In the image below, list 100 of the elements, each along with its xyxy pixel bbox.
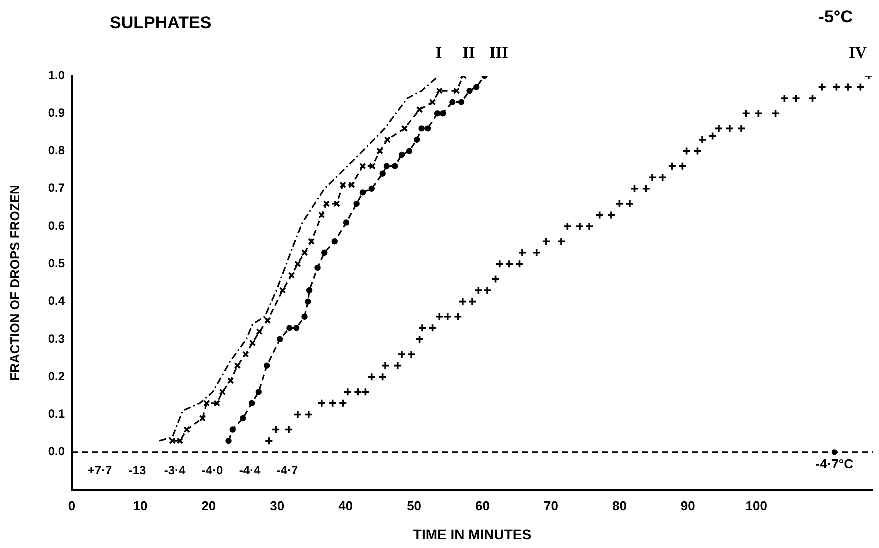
point (203, 400, 210, 407)
x-tick-label: 70 (544, 498, 558, 514)
point (242, 351, 250, 358)
point (249, 340, 256, 347)
point (414, 136, 420, 144)
point (384, 136, 391, 144)
point (360, 162, 366, 170)
point (440, 110, 446, 117)
point (458, 99, 465, 106)
x-tick-label: 50 (407, 498, 422, 514)
y-tick-label: 0.2 (48, 369, 66, 384)
point (436, 88, 444, 94)
y-axis-title: FRACTION OF DROPS FROZEN (7, 185, 22, 381)
text: -5°C (818, 8, 853, 27)
point (376, 148, 384, 155)
point (368, 186, 375, 192)
series-label: III (490, 45, 508, 62)
annotation: -4·7°C (816, 456, 854, 472)
y-tick-label: 0.1 (48, 407, 66, 422)
point (301, 250, 308, 256)
point (318, 212, 326, 219)
point (406, 148, 413, 154)
point (302, 314, 308, 320)
point (230, 426, 236, 433)
point (369, 162, 376, 170)
point (450, 99, 456, 106)
x-tick-label: 90 (680, 498, 696, 514)
point (184, 426, 190, 434)
point (169, 438, 176, 444)
y-tick-label: 0.6 (48, 218, 66, 233)
annotation: -13 (128, 463, 146, 478)
y-tick-label: 0.4 (48, 294, 66, 308)
x-tick-label: 10 (133, 498, 148, 514)
point (277, 336, 284, 343)
point (360, 190, 366, 196)
point (248, 400, 256, 407)
x-tick-label: 40 (338, 498, 354, 514)
y-tick-label: 1.0 (48, 68, 66, 82)
annotation: -3·4 (164, 463, 186, 478)
y-tick-label: 0.0 (48, 444, 66, 459)
x-tick-label: 100 (746, 498, 768, 514)
point (340, 182, 346, 189)
x-tick-label: 30 (270, 498, 285, 514)
point (256, 389, 262, 396)
point (434, 110, 441, 117)
y-tick-label: 0.9 (48, 106, 66, 120)
point (227, 377, 234, 384)
point (343, 220, 350, 226)
point (348, 182, 356, 189)
point (294, 260, 302, 268)
point (384, 163, 390, 170)
point (466, 88, 473, 94)
y-tick-label: 0.8 (48, 144, 66, 158)
point (314, 264, 321, 272)
annotation: -4·4 (239, 463, 261, 478)
y-tick-label: 0.7 (48, 181, 66, 196)
y-tick-label: 0.3 (48, 332, 66, 346)
y-tick-label: 0.5 (48, 256, 66, 270)
series-label: I (436, 45, 442, 62)
point (308, 238, 315, 245)
point (354, 200, 360, 208)
x-tick-label: 0 (68, 498, 76, 514)
point (401, 125, 408, 132)
point (240, 415, 246, 422)
point (234, 362, 242, 370)
annotation: -4·7 (276, 463, 298, 478)
point (176, 438, 184, 444)
annotation: +7·7 (88, 463, 112, 478)
point (453, 88, 460, 94)
point (416, 106, 424, 114)
point (380, 170, 386, 177)
x-axis-title: TIME IN MINUTES (413, 526, 532, 542)
point (306, 287, 313, 294)
point (219, 388, 226, 396)
x-tick-label: 60 (476, 498, 490, 514)
point (418, 126, 425, 132)
point (286, 325, 293, 332)
point (264, 317, 272, 324)
point (256, 328, 263, 336)
point (398, 152, 406, 158)
series-label: IV (849, 45, 868, 62)
point (474, 84, 480, 90)
point (279, 287, 286, 294)
x-tick-label: 80 (612, 498, 627, 514)
x-tick-label: 20 (202, 498, 216, 514)
point (214, 400, 221, 407)
point (424, 126, 432, 132)
point (429, 98, 436, 106)
point (305, 298, 312, 305)
chart-title: SULPHATES (110, 14, 212, 33)
point (332, 238, 338, 245)
point (199, 415, 206, 422)
point (264, 362, 270, 369)
series-label: II (462, 45, 476, 62)
point (293, 325, 300, 332)
point (323, 200, 330, 208)
point (392, 163, 398, 170)
point (288, 272, 296, 279)
point (334, 200, 340, 208)
point (322, 250, 328, 256)
